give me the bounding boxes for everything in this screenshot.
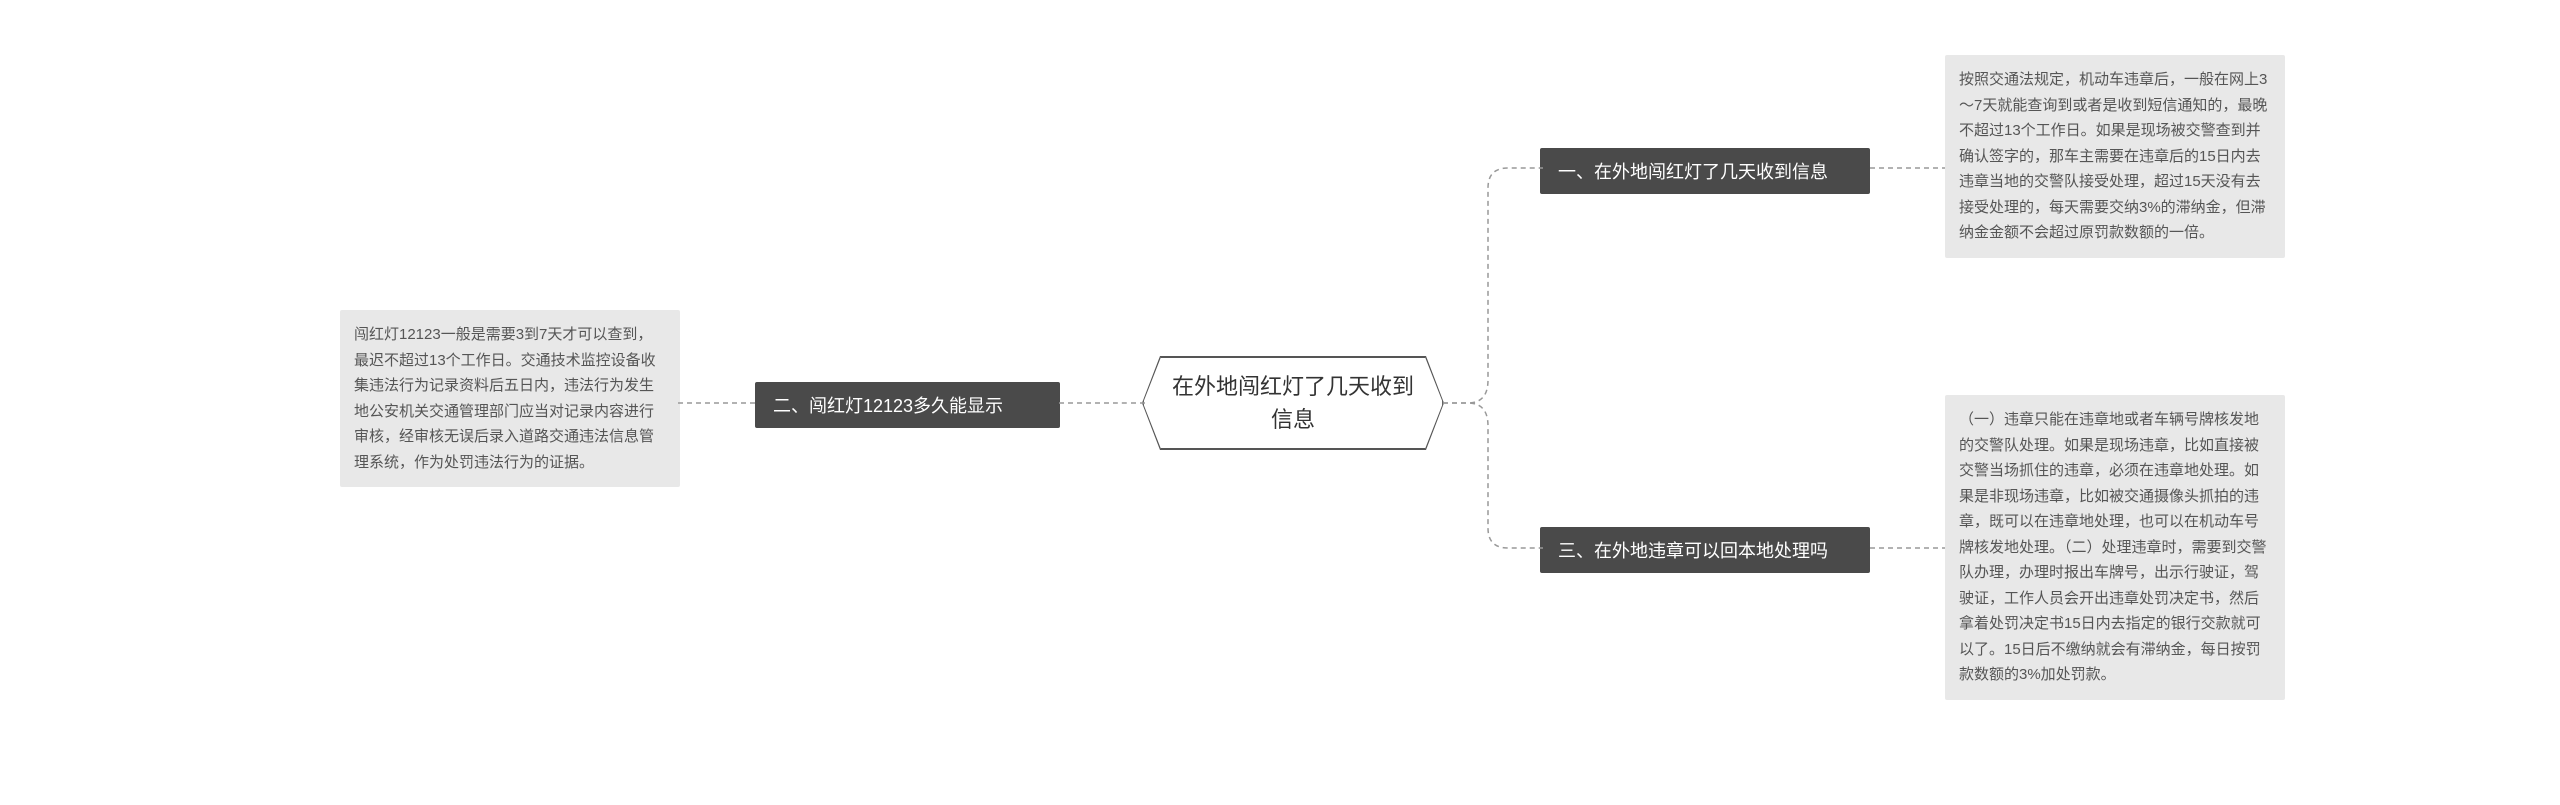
leaf-right-top-text: 按照交通法规定，机动车违章后，一般在网上3～7天就能查询到或者是收到短信通知的，… (1959, 71, 2267, 241)
branch-left: 二、闯红灯12123多久能显示 (755, 382, 1060, 428)
connector-center-to-right-fork (1438, 160, 1548, 560)
center-node: 在外地闯红灯了几天收到信息 (1143, 357, 1443, 449)
leaf-right-bottom-text: （一）违章只能在违章地或者车辆号牌核发地的交警队处理。如果是现场违章，比如直接被… (1959, 411, 2267, 683)
branch-right-bottom-label: 三、在外地违章可以回本地处理吗 (1558, 537, 1828, 563)
leaf-right-bottom: （一）违章只能在违章地或者车辆号牌核发地的交警队处理。如果是现场违章，比如直接被… (1945, 395, 2285, 700)
connector-right-top-to-leaf (1865, 160, 1950, 180)
leaf-left: 闯红灯12123一般是需要3到7天才可以查到，最迟不超过13个工作日。交通技术监… (340, 310, 680, 487)
branch-left-label: 二、闯红灯12123多久能显示 (773, 392, 1003, 418)
branch-right-top-label: 一、在外地闯红灯了几天收到信息 (1558, 158, 1828, 184)
branch-right-top: 一、在外地闯红灯了几天收到信息 (1540, 148, 1870, 194)
connector-left-to-leaf (675, 395, 760, 415)
leaf-right-top: 按照交通法规定，机动车违章后，一般在网上3～7天就能查询到或者是收到短信通知的，… (1945, 55, 2285, 258)
branch-right-bottom: 三、在外地违章可以回本地处理吗 (1540, 527, 1870, 573)
connector-right-bottom-to-leaf (1865, 540, 1950, 560)
leaf-left-text: 闯红灯12123一般是需要3到7天才可以查到，最迟不超过13个工作日。交通技术监… (354, 326, 656, 471)
center-node-text: 在外地闯红灯了几天收到信息 (1169, 370, 1417, 436)
connector-center-to-left (1055, 395, 1150, 415)
